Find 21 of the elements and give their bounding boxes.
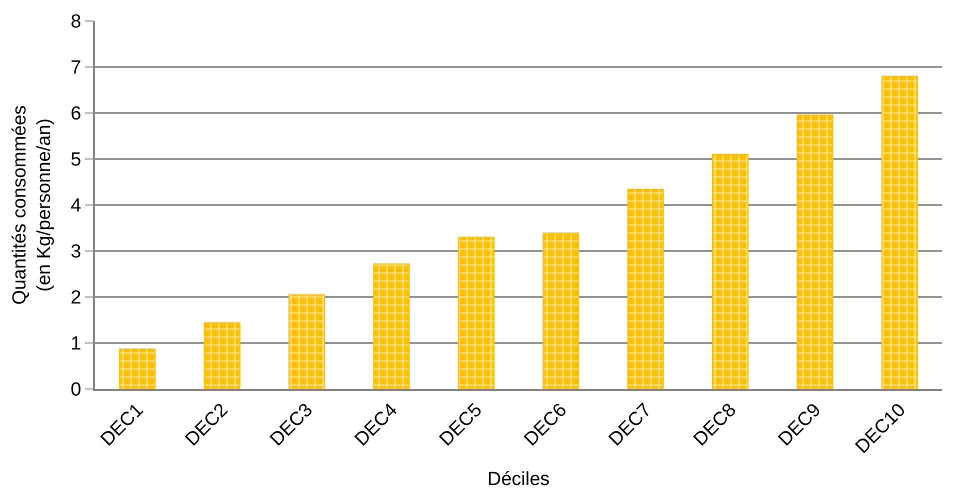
bar bbox=[288, 294, 326, 389]
bar bbox=[627, 188, 664, 389]
x-axis-title: Déciles bbox=[487, 469, 550, 490]
bar bbox=[712, 154, 749, 389]
bar bbox=[881, 76, 918, 389]
bar bbox=[204, 322, 240, 389]
y-axis-title: Quantités consommées (en Kg/personne/an) bbox=[9, 105, 55, 305]
y-tick-label: 2 bbox=[70, 288, 82, 309]
bar bbox=[119, 348, 156, 389]
bar bbox=[542, 232, 580, 389]
y-tick-label: 5 bbox=[70, 150, 82, 171]
y-tick-label: 6 bbox=[70, 104, 82, 125]
y-tick-label: 7 bbox=[70, 58, 82, 79]
y-tick-label: 4 bbox=[70, 196, 82, 217]
bar bbox=[458, 236, 494, 389]
y-tick-label: 0 bbox=[70, 380, 82, 401]
y-tick-label: 1 bbox=[70, 334, 82, 355]
y-tick-label: 3 bbox=[70, 242, 82, 263]
bar bbox=[796, 114, 834, 389]
bar bbox=[373, 263, 410, 389]
y-tick-label: 8 bbox=[70, 12, 82, 33]
